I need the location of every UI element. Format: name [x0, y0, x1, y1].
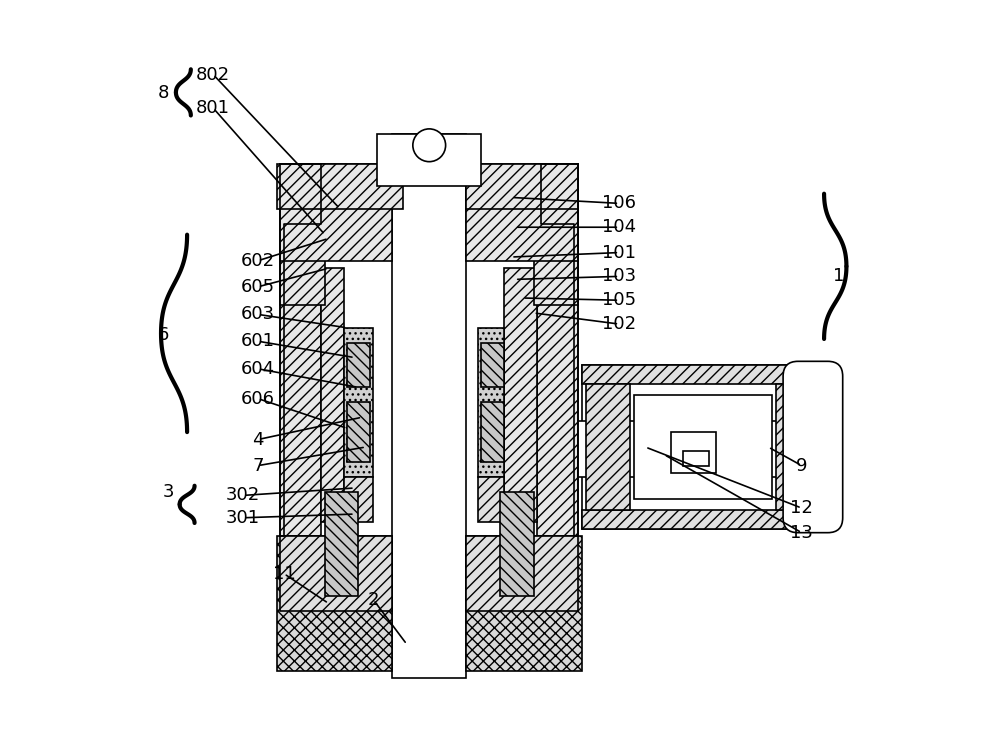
- Text: 11: 11: [273, 565, 295, 583]
- Text: 302: 302: [226, 486, 260, 504]
- Text: 1: 1: [833, 267, 845, 285]
- Bar: [634, 395, 772, 499]
- Text: 6: 6: [158, 326, 169, 344]
- Bar: [377, 134, 481, 186]
- Text: 801: 801: [196, 99, 230, 117]
- Text: 102: 102: [602, 315, 636, 333]
- Bar: [683, 451, 709, 466]
- Bar: [280, 164, 392, 261]
- Bar: [466, 536, 582, 670]
- Bar: [344, 477, 373, 522]
- Bar: [325, 492, 358, 596]
- Text: 4: 4: [252, 431, 264, 448]
- Bar: [280, 536, 392, 611]
- Bar: [582, 510, 820, 529]
- Text: 3: 3: [163, 483, 174, 501]
- Text: 604: 604: [241, 360, 275, 378]
- Bar: [578, 421, 824, 477]
- Bar: [537, 253, 578, 536]
- Text: 101: 101: [602, 244, 636, 261]
- Text: 605: 605: [241, 278, 275, 296]
- Text: 13: 13: [790, 524, 813, 542]
- Circle shape: [413, 129, 446, 162]
- Bar: [534, 164, 578, 305]
- Bar: [586, 384, 630, 510]
- Bar: [276, 536, 392, 670]
- Text: 104: 104: [602, 218, 636, 236]
- Bar: [582, 365, 820, 529]
- FancyBboxPatch shape: [783, 361, 843, 533]
- Text: 106: 106: [602, 194, 636, 212]
- Text: 602: 602: [241, 252, 275, 270]
- Bar: [347, 343, 370, 387]
- Bar: [466, 164, 578, 209]
- Bar: [466, 536, 578, 611]
- Text: 2: 2: [368, 591, 379, 609]
- Bar: [280, 253, 321, 536]
- Text: 603: 603: [241, 305, 275, 323]
- Bar: [321, 268, 344, 522]
- Text: 606: 606: [241, 390, 275, 408]
- Text: 601: 601: [241, 332, 275, 350]
- Bar: [478, 328, 504, 477]
- Text: 8: 8: [158, 84, 169, 102]
- Bar: [481, 343, 504, 387]
- Text: 103: 103: [602, 267, 636, 285]
- Bar: [347, 402, 370, 462]
- Text: 7: 7: [252, 457, 264, 475]
- Text: 9: 9: [796, 457, 807, 475]
- Bar: [478, 477, 504, 522]
- Bar: [344, 328, 373, 477]
- Bar: [466, 164, 578, 261]
- Bar: [671, 432, 716, 473]
- Text: 301: 301: [226, 509, 260, 527]
- Bar: [481, 402, 504, 462]
- Bar: [776, 384, 820, 510]
- Bar: [582, 365, 820, 384]
- Text: 12: 12: [790, 499, 813, 517]
- Bar: [392, 134, 466, 678]
- Bar: [276, 164, 403, 209]
- Bar: [280, 164, 325, 305]
- Text: 802: 802: [196, 66, 230, 83]
- Bar: [504, 268, 537, 522]
- Bar: [500, 492, 534, 596]
- Text: 105: 105: [602, 291, 636, 309]
